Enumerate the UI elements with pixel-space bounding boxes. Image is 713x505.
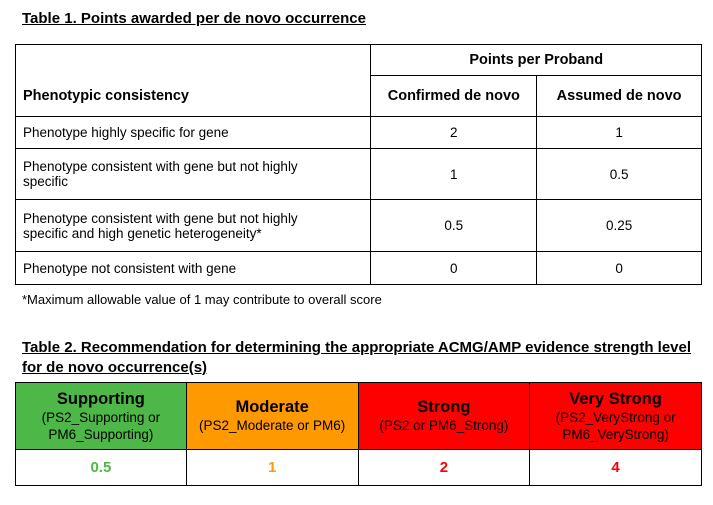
table2-title: Table 2. Recommendation for determining …	[22, 339, 692, 376]
category-name: Strong	[417, 398, 471, 416]
footnote: *Maximum allowable value of 1 may contri…	[22, 292, 382, 307]
assumed-value: 0.5	[536, 148, 702, 200]
row-label: Phenotype consistent with gene but not h…	[14, 148, 372, 200]
assumed-value: 0.25	[536, 199, 702, 252]
col-header-phenotype: Phenotypic consistency	[14, 44, 372, 117]
category-code: (PS2_VeryStrong or PM6_VeryStrong)	[555, 409, 676, 442]
category-strong: Strong (PS2 or PM6_Strong)	[357, 382, 531, 450]
confirmed-value: 1	[370, 148, 538, 200]
assumed-value: 0	[536, 251, 702, 285]
group-header-points: Points per Proband	[370, 44, 702, 76]
confirmed-value: 0.5	[370, 199, 538, 252]
points-value: 1	[185, 449, 359, 486]
col-header-assumed: Assumed de novo	[536, 75, 702, 117]
table-row: Phenotype not consistent with gene 0 0	[14, 251, 702, 285]
table1-title: Table 1. Points awarded per de novo occu…	[22, 10, 366, 27]
category-name: Supporting	[56, 389, 145, 408]
points-table: Phenotypic consistency Points per Proban…	[14, 44, 702, 285]
points-value: 2	[357, 449, 531, 486]
confirmed-value: 0	[370, 251, 538, 285]
confirmed-value: 2	[370, 116, 538, 149]
category-moderate: Moderate (PS2_Moderate or PM6)	[185, 382, 359, 450]
table-row: Phenotype consistent with gene but not h…	[14, 199, 702, 252]
category-name: Very Strong	[569, 389, 662, 408]
assumed-value: 1	[536, 116, 702, 149]
points-value: 4	[529, 449, 702, 486]
evidence-strength-table: Supporting (PS2_Supporting or PM6_Suppor…	[15, 382, 702, 486]
category-supporting: Supporting (PS2_Supporting or PM6_Suppor…	[15, 382, 187, 450]
table-row: Phenotype consistent with gene but not h…	[14, 148, 702, 200]
row-label: Phenotype not consistent with gene	[14, 251, 372, 285]
col-header-confirmed: Confirmed de novo	[370, 75, 538, 117]
category-very-strong: Very Strong (PS2_VeryStrong or PM6_VeryS…	[529, 382, 702, 450]
points-value: 0.5	[15, 449, 187, 486]
row-label: Phenotype highly specific for gene	[14, 116, 372, 149]
category-name: Moderate	[235, 398, 309, 416]
category-code: (PS2 or PM6_Strong)	[379, 418, 509, 433]
table-row: Phenotype highly specific for gene 2 1	[14, 116, 702, 149]
row-label: Phenotype consistent with gene but not h…	[14, 199, 372, 252]
category-code: (PS2_Supporting or PM6_Supporting)	[41, 409, 161, 442]
category-code: (PS2_Moderate or PM6)	[198, 418, 346, 433]
